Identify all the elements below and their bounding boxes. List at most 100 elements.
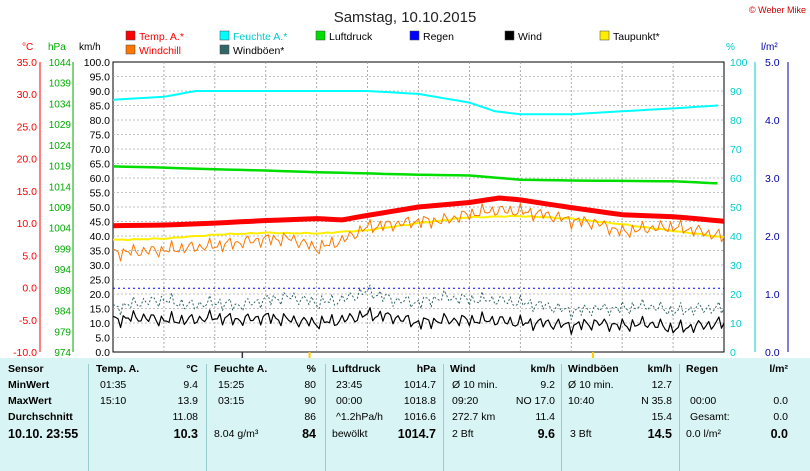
temp-max-time: 15:10 bbox=[100, 395, 127, 407]
legend-swatch bbox=[599, 30, 610, 41]
legend-swatch bbox=[409, 30, 420, 41]
wind-tick-label: 55.0 bbox=[90, 188, 111, 200]
wind-avg: 11.4 bbox=[535, 411, 555, 423]
rain-current: 0.0 bbox=[770, 427, 788, 441]
row-label: Durchschnitt bbox=[8, 411, 73, 423]
credit-text: © Weber Mike bbox=[749, 5, 806, 15]
press-avg: 1016.6 bbox=[403, 411, 436, 423]
header-sensor: Sensor bbox=[8, 363, 44, 375]
legend-label: Taupunkt* bbox=[613, 31, 660, 43]
pressure-axis-label: hPa bbox=[48, 42, 66, 53]
wind-min-desc: Ø 10 min. bbox=[452, 379, 498, 391]
pressure-tick-label: 974 bbox=[54, 348, 71, 358]
pressure-tick-label: 1014 bbox=[49, 182, 72, 193]
press-min-time: 23:45 bbox=[336, 379, 363, 391]
legend-swatch bbox=[125, 30, 136, 41]
pressure-tick-label: 1004 bbox=[49, 224, 72, 235]
header-gust: Windböen bbox=[568, 363, 619, 375]
press-current: 1014.7 bbox=[397, 427, 436, 441]
pressure-tick-label: 999 bbox=[54, 244, 71, 255]
press-min: 1014.7 bbox=[403, 379, 436, 391]
humidity-tick-label: 30 bbox=[730, 260, 742, 272]
wind-tick-label: 70.0 bbox=[90, 144, 111, 156]
gust-min: 12.7 bbox=[651, 379, 672, 391]
header-wind: Wind bbox=[450, 363, 476, 375]
temp-tick-label: -10.0 bbox=[13, 347, 37, 358]
humidity-axis-label: % bbox=[726, 42, 735, 53]
legend-label: Feuchte A.* bbox=[233, 31, 287, 43]
statistics-table: Sensor Temp. A. °C Feuchte A. % Luftdruc… bbox=[0, 358, 810, 471]
humidity-tick-label: 0 bbox=[730, 347, 736, 358]
pressure-tick-label: 994 bbox=[54, 265, 71, 276]
chart-title: Samstag, 10.10.2015 bbox=[334, 9, 477, 26]
header-wind-unit: km/h bbox=[530, 363, 555, 375]
wind-tick-label: 100.0 bbox=[84, 57, 110, 69]
temp-axis-label: °C bbox=[22, 42, 33, 53]
wind-tick-label: 45.0 bbox=[90, 217, 111, 229]
hum-min-time: 15:25 bbox=[218, 379, 245, 391]
series-line bbox=[112, 195, 725, 229]
temp-tick-label: 5.0 bbox=[22, 250, 37, 262]
rain-max: 0.0 bbox=[773, 395, 788, 407]
wind-tick-label: 30.0 bbox=[90, 260, 111, 272]
wind-max: NO 17.0 bbox=[515, 395, 555, 407]
pressure-tick-label: 1009 bbox=[49, 203, 72, 214]
legend-swatch bbox=[315, 30, 326, 41]
wind-tick-label: 90.0 bbox=[90, 86, 111, 98]
wind-tick-label: 75.0 bbox=[90, 130, 111, 142]
wind-distance: 272.7 km bbox=[452, 411, 496, 423]
temp-tick-label: 20.0 bbox=[17, 154, 38, 166]
humidity-tick-label: 10 bbox=[730, 318, 742, 330]
gust-max: N 35.8 bbox=[641, 395, 672, 407]
wind-tick-label: 5.0 bbox=[95, 333, 110, 345]
series-line bbox=[112, 165, 718, 185]
legend-label: Regen bbox=[423, 31, 454, 43]
temp-tick-label: 35.0 bbox=[17, 57, 38, 69]
row-label: MaxWert bbox=[8, 395, 52, 407]
header-temp-unit: °C bbox=[186, 363, 198, 375]
wind-tick-label: 35.0 bbox=[90, 246, 111, 258]
legend-label: Wind bbox=[518, 31, 542, 43]
temp-current: 10.3 bbox=[173, 427, 198, 441]
temp-tick-label: 0.0 bbox=[22, 283, 37, 295]
weather-chart: Samstag, 10.10.2015 © Weber Mike Temp. A.*… bbox=[13, 5, 806, 358]
current-timestamp: 10.10. 23:55 bbox=[8, 427, 79, 441]
gust-current: 14.5 bbox=[647, 427, 672, 441]
pressure-tick-label: 1034 bbox=[49, 99, 72, 110]
rain-tick-label: 5.0 bbox=[765, 57, 780, 69]
wind-tick-label: 50.0 bbox=[90, 202, 111, 214]
header-pressure-unit: hPa bbox=[416, 363, 436, 375]
pressure-tick-label: 1029 bbox=[49, 120, 72, 131]
weather-condition: bewölkt bbox=[332, 428, 368, 440]
header-temp: Temp. A. bbox=[96, 363, 140, 375]
humidity-tick-label: 40 bbox=[730, 231, 742, 243]
press-max-time: 00:00 bbox=[336, 395, 363, 407]
press-max: 1018.8 bbox=[403, 395, 436, 407]
hum-max: 90 bbox=[304, 395, 316, 407]
series-line bbox=[112, 90, 718, 116]
header-gust-unit: km/h bbox=[647, 363, 672, 375]
rain-axis-label: l/m² bbox=[761, 42, 778, 53]
pressure-tick-label: 1039 bbox=[49, 79, 72, 90]
rain-tick-label: 0.0 bbox=[765, 347, 780, 358]
rain-max-time: 00:00 bbox=[690, 395, 717, 407]
header-rain-unit: l/m² bbox=[769, 363, 788, 375]
legend-label: Luftdruck bbox=[329, 31, 373, 43]
pressure-tick-label: 1044 bbox=[49, 58, 72, 69]
rain-tick-label: 3.0 bbox=[765, 173, 780, 185]
abs-humidity: 8.04 g/m³ bbox=[214, 428, 259, 440]
wind-tick-label: 65.0 bbox=[90, 159, 111, 171]
header-rain: Regen bbox=[686, 363, 719, 375]
series-line bbox=[112, 307, 725, 335]
rain-today: 0.0 l/m² bbox=[686, 428, 722, 440]
humidity-tick-label: 80 bbox=[730, 115, 742, 127]
legend-swatch bbox=[219, 44, 230, 55]
hum-max-time: 03:15 bbox=[218, 395, 245, 407]
wind-tick-label: 40.0 bbox=[90, 231, 111, 243]
pressure-tick-label: 979 bbox=[54, 327, 71, 338]
gust-avg: 15.4 bbox=[651, 411, 672, 423]
wind-max-time: 09:20 bbox=[452, 395, 479, 407]
row-label: MinWert bbox=[8, 379, 50, 391]
rain-tick-label: 2.0 bbox=[765, 231, 780, 243]
temp-tick-label: -5.0 bbox=[19, 315, 37, 327]
